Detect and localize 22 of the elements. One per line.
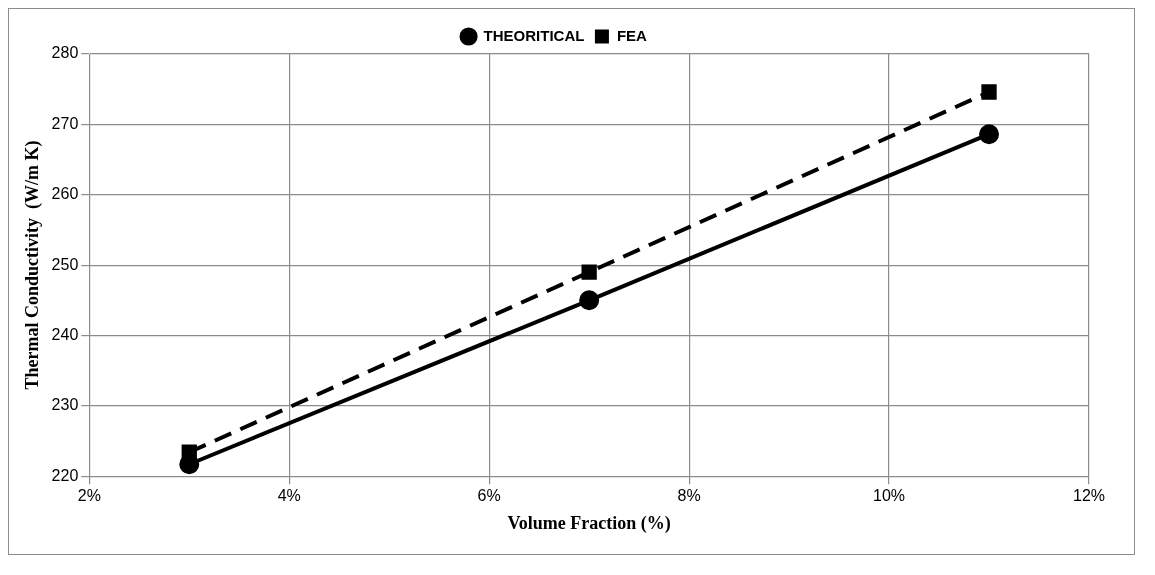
legend-label: THEORITICAL (483, 26, 585, 44)
y-tick-label: 270 (51, 114, 79, 132)
y-tick-label: 280 (51, 44, 79, 62)
x-tick-label: 8% (677, 487, 701, 505)
y-tick-label: 260 (51, 185, 79, 203)
point (179, 454, 200, 475)
point (581, 264, 597, 280)
x-tick-label: 2% (77, 487, 101, 505)
point (579, 290, 600, 311)
point (981, 84, 997, 100)
y-axis-title: Thermal Conductivity (W/m K) (22, 140, 44, 390)
y-tick-label: 250 (51, 255, 79, 273)
y-tick-label: 220 (51, 466, 79, 484)
y-tick-label: 230 (51, 396, 79, 414)
y-tick-label: 240 (51, 325, 79, 343)
x-tick-label: 4% (277, 487, 301, 505)
x-tick-label: 6% (477, 487, 501, 505)
x-tick-label: 12% (1072, 487, 1106, 505)
x-axis-title: Volume Fraction (%) (507, 512, 671, 534)
point (979, 124, 1000, 145)
legend-label: FEA (616, 26, 648, 44)
x-tick-label: 10% (873, 487, 906, 505)
